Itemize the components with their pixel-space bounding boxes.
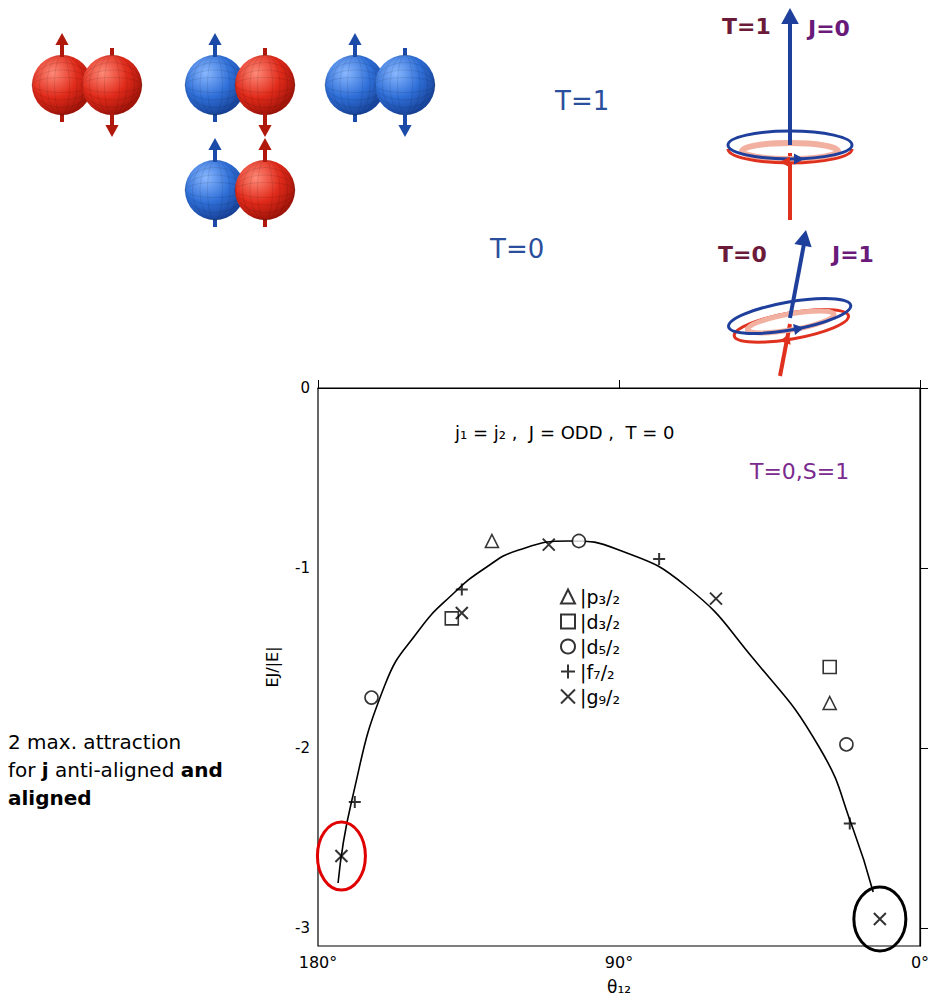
svg-text:-2: -2 [295,739,310,757]
svg-text:-1: -1 [295,559,310,577]
svg-text:|d₅/₂: |d₅/₂ [580,636,620,659]
html-text:2 max. attraction: 2 max. attraction [8,730,182,754]
html-text:aligned: aligned [8,786,92,810]
svg-text:J=0: J=0 [806,16,850,41]
svg-text:|f₇/₂: |f₇/₂ [580,661,615,684]
svg-text:j₁ = j₂ , J = ODD , T = 0: j₁ = j₂ , J = ODD , T = 0 [454,422,674,443]
html-text:for j anti-aligned and: for j anti-aligned and [8,758,223,782]
svg-text:T=0: T=0 [718,242,767,267]
svg-text:90°: 90° [605,953,633,972]
svg-text:θ₁₂: θ₁₂ [607,977,631,997]
svg-text:180°: 180° [299,953,338,972]
svg-text:T=0,S=1: T=0,S=1 [749,459,849,484]
svg-text:T=0: T=0 [489,234,544,264]
svg-text:T=1: T=1 [554,86,609,116]
svg-text:|g₉/₂: |g₉/₂ [580,686,620,709]
svg-text:0: 0 [300,379,310,397]
svg-text:|p₃/₂: |p₃/₂ [580,586,620,609]
svg-text:-3: -3 [295,919,310,937]
svg-text:|d₃/₂: |d₃/₂ [580,611,620,634]
svg-text:J=1: J=1 [830,242,874,267]
svg-text:T=1: T=1 [722,14,771,39]
svg-text:EJ/|E|: EJ/|E| [263,646,282,687]
svg-text:0°: 0° [911,953,929,972]
